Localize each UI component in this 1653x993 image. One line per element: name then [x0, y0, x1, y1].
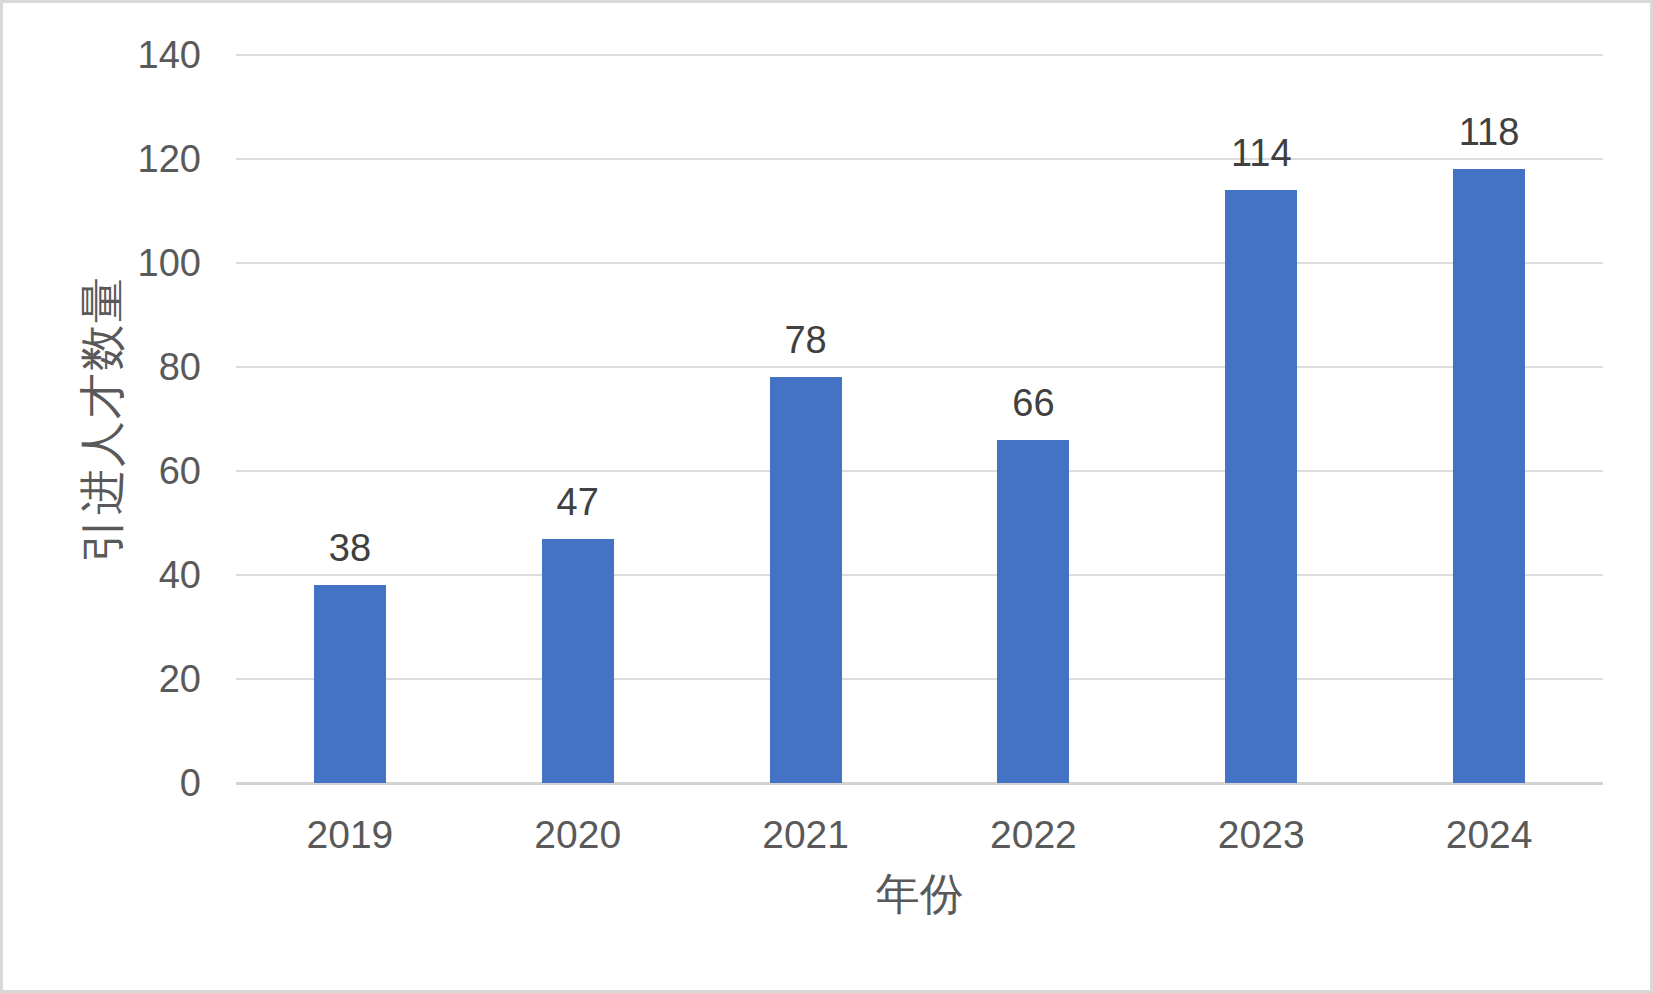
y-tick-label: 40 [31, 553, 201, 597]
bar-chart-frame: 引进人才数量 38 47 78 66 114 118 0 20 40 60 80 100 120 140… [0, 0, 1653, 993]
x-tick-label: 2022 [933, 813, 1133, 857]
bar-2022 [997, 440, 1069, 783]
y-axis-title: 引进人才数量 [72, 275, 134, 563]
x-tick-label: 2020 [478, 813, 678, 857]
x-tick-label: 2024 [1389, 813, 1589, 857]
x-tick-label: 2021 [706, 813, 906, 857]
y-tick-label: 60 [31, 449, 201, 493]
x-tick-label: 2019 [250, 813, 450, 857]
horizontal-gridline [236, 158, 1603, 160]
y-tick-label: 80 [31, 345, 201, 389]
horizontal-gridline [236, 678, 1603, 680]
y-tick-label: 100 [31, 241, 201, 285]
y-tick-label: 140 [31, 33, 201, 77]
bar-data-label: 114 [1181, 132, 1341, 174]
x-axis-title: 年份 [236, 865, 1603, 924]
horizontal-gridline [236, 574, 1603, 576]
bar-data-label: 38 [270, 527, 430, 569]
horizontal-gridline [236, 366, 1603, 368]
horizontal-gridline [236, 262, 1603, 264]
bar-2020 [542, 539, 614, 783]
bar-data-label: 47 [498, 481, 658, 523]
bar-2023 [1225, 190, 1297, 783]
bar-data-label: 118 [1409, 111, 1569, 153]
bar-2019 [314, 585, 386, 783]
bar-data-label: 78 [726, 319, 886, 361]
bar-2024 [1453, 169, 1525, 783]
y-tick-label: 120 [31, 137, 201, 181]
horizontal-gridline [236, 470, 1603, 472]
horizontal-gridline [236, 54, 1603, 56]
x-tick-label: 2023 [1161, 813, 1361, 857]
plot-area: 38 47 78 66 114 118 [236, 55, 1603, 783]
bar-data-label: 66 [953, 382, 1113, 424]
y-tick-label: 20 [31, 657, 201, 701]
bar-2021 [770, 377, 842, 783]
x-axis-line [236, 782, 1603, 785]
y-tick-label: 0 [31, 761, 201, 805]
